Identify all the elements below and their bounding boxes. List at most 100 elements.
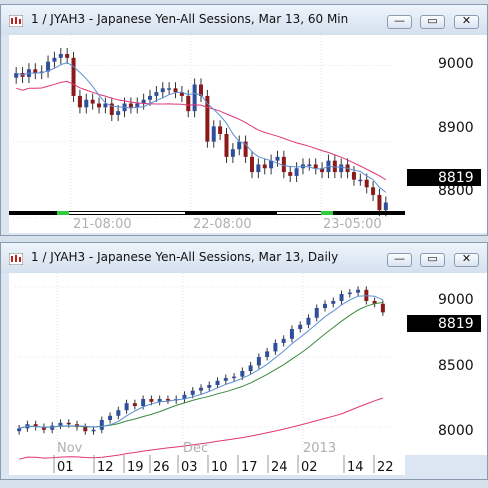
price-axis-area xyxy=(405,35,487,233)
candle xyxy=(371,187,376,195)
candle xyxy=(307,164,312,166)
price-chart-60min[interactable]: 21-08:00 22-08:00 23-05:00 9000 8900 880… xyxy=(1,35,487,237)
candle xyxy=(99,420,104,430)
moving-average-fast xyxy=(16,62,387,193)
date-axis-area xyxy=(9,455,405,475)
candle xyxy=(97,103,102,108)
candle xyxy=(33,424,38,427)
chart-app-icon xyxy=(9,15,23,27)
close-button[interactable]: ✕ xyxy=(454,14,479,29)
month-label: 2013 xyxy=(303,441,336,456)
candle xyxy=(14,73,19,78)
candle xyxy=(165,399,170,401)
time-label: 22-08:00 xyxy=(193,217,252,232)
restore-button[interactable]: ▭ xyxy=(420,14,445,29)
candle xyxy=(135,103,140,108)
candle xyxy=(199,84,203,96)
time-label: 23-05:00 xyxy=(323,217,382,232)
candle xyxy=(167,88,172,90)
candle xyxy=(332,160,337,173)
price-chart-daily[interactable]: Nov Dec 2013 01 12 19 26 03 10 17 24 02 14 22 9000… xyxy=(1,273,487,479)
candle xyxy=(71,57,76,96)
day-label: 02 xyxy=(301,460,318,475)
price-axis-area xyxy=(405,273,487,455)
candle xyxy=(215,380,220,385)
moving-average-slow xyxy=(18,397,384,460)
minimize-button[interactable]: — xyxy=(387,252,412,267)
candle xyxy=(116,111,121,115)
candle xyxy=(65,54,70,58)
candle xyxy=(243,141,248,157)
candle xyxy=(294,168,299,176)
price-label: 9000 xyxy=(438,56,474,72)
candle xyxy=(116,410,121,416)
candle xyxy=(66,422,71,425)
candle xyxy=(314,308,319,318)
time-label: 21-08:00 xyxy=(73,217,132,232)
month-label: Dec xyxy=(183,441,208,456)
candle xyxy=(323,303,327,308)
day-label: 03 xyxy=(181,460,198,475)
candle xyxy=(103,103,108,108)
candle xyxy=(179,92,184,96)
candle xyxy=(380,303,385,313)
candle xyxy=(128,103,133,108)
candle xyxy=(275,156,280,161)
candle xyxy=(41,427,46,430)
restore-button[interactable]: ▭ xyxy=(420,252,445,267)
candle xyxy=(58,54,63,58)
title-bar[interactable]: 1 / JYAH3 - Japanese Yen-All Sessions, M… xyxy=(1,243,487,273)
candle xyxy=(273,343,278,352)
last-price-badge xyxy=(407,315,481,332)
candle xyxy=(109,103,114,115)
candle xyxy=(288,172,293,176)
price-label: 8900 xyxy=(438,120,474,136)
last-price: 8819 xyxy=(438,170,474,186)
day-label: 10 xyxy=(211,460,228,475)
candle xyxy=(240,371,245,377)
day-label: 19 xyxy=(127,460,144,475)
candle xyxy=(108,415,113,420)
session-marker xyxy=(57,211,69,215)
price-label: 8000 xyxy=(438,423,474,439)
session-gap xyxy=(69,212,185,214)
day-label: 12 xyxy=(97,460,114,475)
candle xyxy=(90,99,95,104)
candle xyxy=(218,126,223,134)
chart-window-60min: 1 / JYAH3 - Japanese Yen-All Sessions, M… xyxy=(0,4,488,236)
last-price-badge xyxy=(407,169,481,186)
price-label: 8800 xyxy=(438,183,474,199)
candle xyxy=(157,399,162,402)
day-label: 01 xyxy=(57,460,74,475)
candle xyxy=(186,95,191,112)
candle xyxy=(248,365,253,371)
candle xyxy=(223,378,228,381)
candle xyxy=(237,141,242,150)
close-button[interactable]: ✕ xyxy=(454,252,479,267)
candle xyxy=(339,294,344,301)
candle xyxy=(190,390,195,395)
session-marker xyxy=(185,211,277,215)
candle xyxy=(224,134,229,157)
candle xyxy=(269,160,274,169)
candle xyxy=(347,292,352,295)
candle xyxy=(91,429,96,432)
candle xyxy=(148,95,153,100)
minimize-button[interactable]: — xyxy=(387,14,412,29)
candle xyxy=(377,194,382,211)
day-label: 17 xyxy=(241,460,258,475)
candle xyxy=(33,69,38,74)
title-bar[interactable]: 1 / JYAH3 - Japanese Yen-All Sessions, M… xyxy=(1,5,487,35)
candle xyxy=(230,149,235,157)
plot-area xyxy=(9,273,405,455)
day-label: 22 xyxy=(377,460,394,475)
candle xyxy=(124,403,129,411)
candle xyxy=(205,95,210,142)
last-price: 8819 xyxy=(438,316,474,332)
session-marker xyxy=(321,211,333,215)
candle xyxy=(160,88,165,93)
candle xyxy=(50,425,55,430)
candle xyxy=(154,92,159,96)
candle xyxy=(141,99,146,104)
moving-average-fast xyxy=(18,295,384,429)
